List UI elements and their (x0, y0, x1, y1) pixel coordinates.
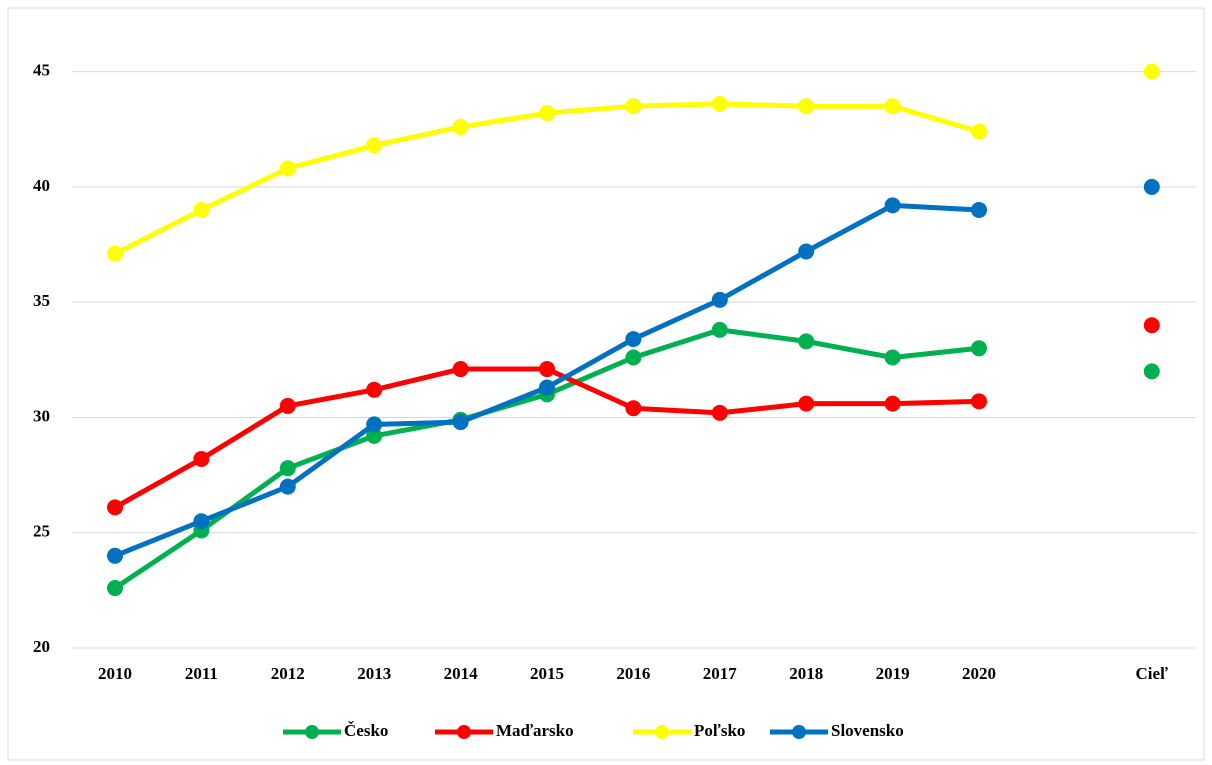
data-point (366, 416, 383, 433)
data-point (452, 414, 469, 431)
data-point (625, 349, 642, 366)
x-tick-label: 2012 (271, 664, 305, 683)
data-point (107, 580, 123, 597)
y-tick-label: 40 (33, 176, 50, 195)
data-point (193, 513, 210, 530)
data-point (279, 160, 296, 177)
data-point (625, 331, 642, 348)
x-tick-label: 2016 (616, 664, 650, 683)
data-point (539, 379, 555, 396)
data-point (798, 395, 815, 412)
data-point (1143, 317, 1160, 334)
data-point (279, 478, 296, 495)
legend-label: Poľsko (694, 721, 745, 740)
data-point (971, 393, 987, 410)
x-tick-label: 2015 (530, 664, 564, 683)
data-point (971, 123, 987, 140)
x-tick-label: 2011 (185, 664, 218, 683)
data-point (711, 321, 728, 338)
legend-marker (305, 725, 319, 739)
data-point (539, 105, 555, 122)
data-point (452, 118, 469, 135)
data-point (279, 397, 296, 414)
data-point (366, 137, 383, 154)
data-point (452, 361, 469, 378)
data-point (625, 400, 642, 417)
data-point (798, 243, 815, 260)
y-tick-label: 45 (33, 61, 50, 80)
data-point (1143, 178, 1160, 195)
y-tick-label: 35 (33, 291, 50, 310)
data-point (366, 381, 383, 398)
legend-label: Slovensko (831, 721, 904, 740)
x-tick-label: 2019 (876, 664, 910, 683)
chart-frame (7, 7, 1205, 761)
x-tick-label: 2010 (98, 664, 132, 683)
y-tick-label: 30 (33, 406, 50, 425)
data-point (539, 361, 555, 378)
legend-label: Maďarsko (496, 721, 574, 740)
data-point (107, 547, 123, 564)
data-point (193, 201, 210, 218)
y-tick-label: 20 (33, 637, 50, 656)
data-point (971, 340, 987, 357)
data-point (193, 450, 210, 467)
y-tick-label: 25 (33, 522, 50, 541)
data-point (625, 98, 642, 115)
data-point (798, 98, 815, 115)
data-point (107, 245, 123, 262)
data-point (884, 98, 901, 115)
x-tick-label: 2020 (962, 664, 996, 683)
data-point (279, 460, 296, 477)
data-point (107, 499, 123, 516)
legend-marker (457, 725, 471, 739)
data-point (711, 291, 728, 308)
x-tick-label: Cieľ (1136, 664, 1169, 683)
data-point (798, 333, 815, 350)
x-tick-label: 2014 (444, 664, 479, 683)
data-point (884, 197, 901, 214)
legend-label: Česko (344, 721, 388, 740)
x-tick-label: 2017 (703, 664, 738, 683)
data-point (711, 404, 728, 421)
data-point (366, 427, 383, 444)
legend-marker (792, 725, 806, 739)
data-point (971, 201, 987, 218)
data-point (1143, 363, 1160, 380)
data-point (711, 95, 728, 112)
data-point (884, 349, 901, 366)
data-point (884, 395, 901, 412)
x-tick-label: 2018 (789, 664, 823, 683)
legend-marker (655, 725, 669, 739)
data-point (1143, 63, 1160, 80)
x-tick-label: 2013 (357, 664, 391, 683)
